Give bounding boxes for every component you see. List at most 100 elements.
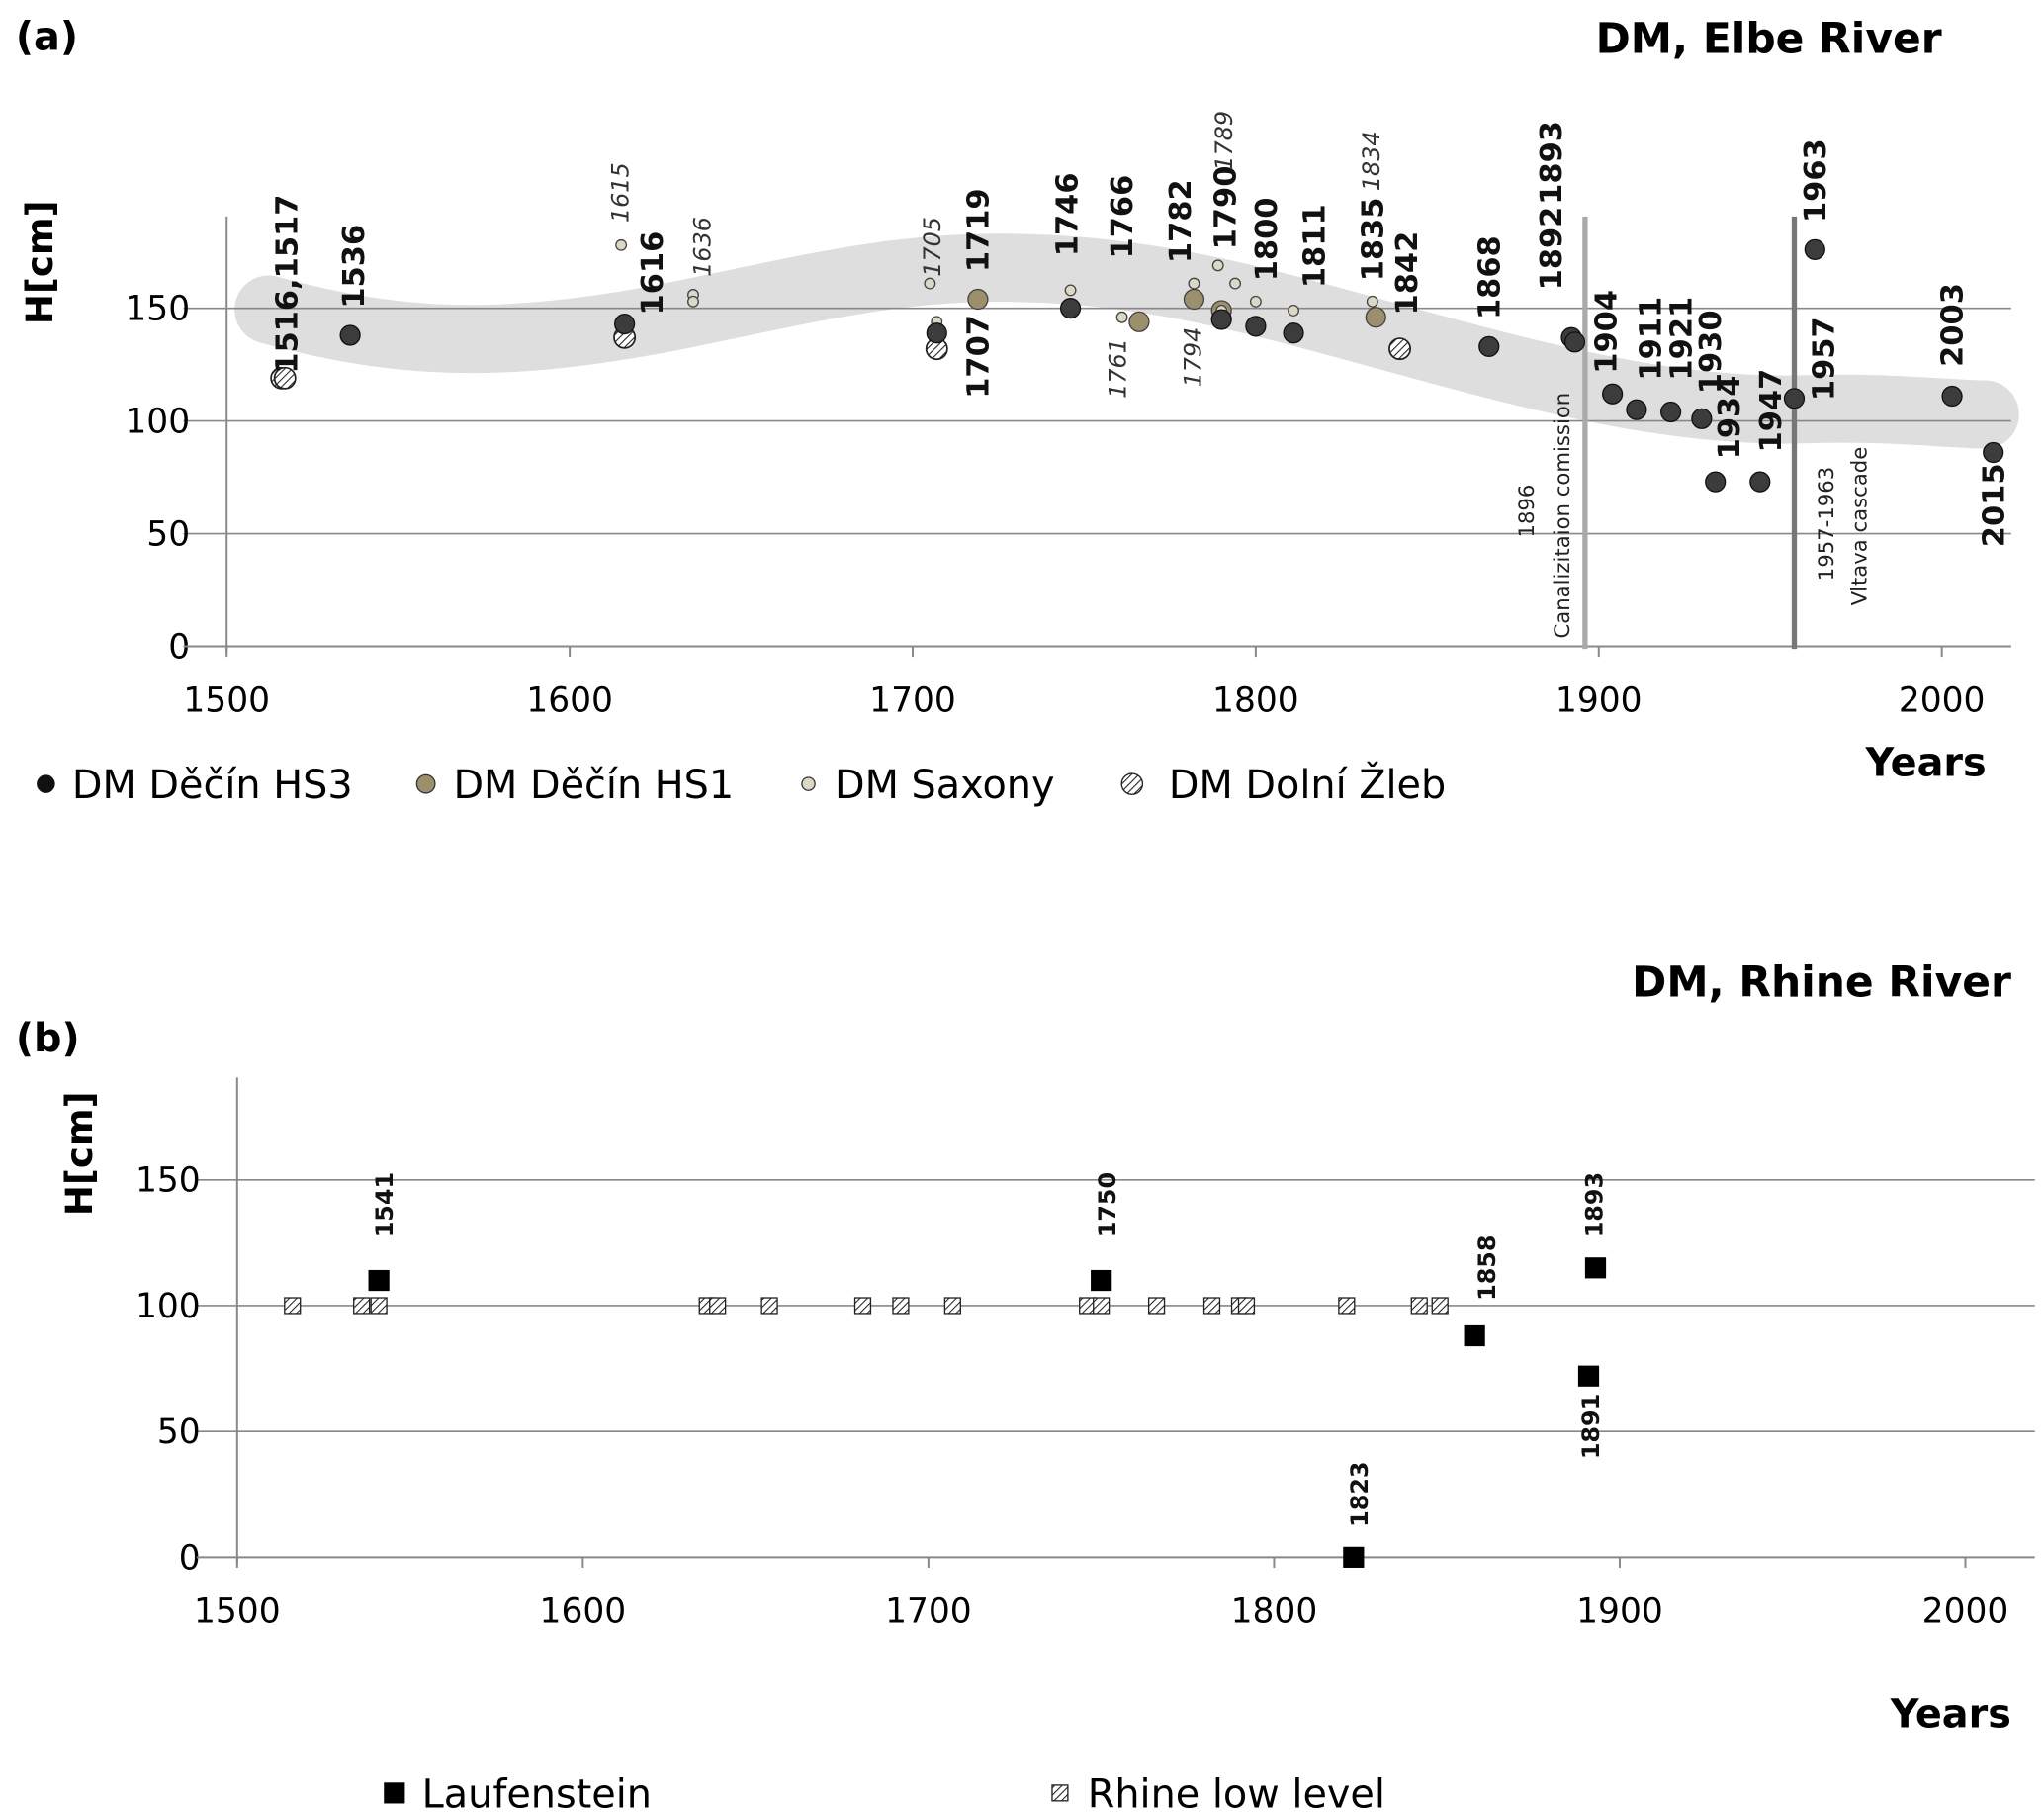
point-label: 1893 — [1535, 121, 1569, 205]
point-dm-d-n-hs3 — [1626, 399, 1647, 420]
x-tick-label: 1800 — [1212, 681, 1299, 721]
x-tick-label: 1600 — [540, 1592, 627, 1632]
legend-label-hs1: DM Děčín HS1 — [453, 763, 734, 808]
point-dm-d-n-hs3 — [339, 324, 361, 346]
point-label: 2003 — [1936, 283, 1971, 367]
point-dm-d-n-hs3 — [1059, 298, 1082, 319]
point-rhine-low-level — [760, 1297, 778, 1315]
point-label: 1761 — [1104, 338, 1131, 399]
point-dm-d-n-hs3 — [1983, 441, 2004, 464]
y-tick-label: 0 — [179, 1538, 201, 1578]
point-label: 1947 — [1754, 369, 1789, 453]
legend-marker-rhine-low — [1051, 1784, 1069, 1802]
point-dm-d-n-hs3 — [1804, 238, 1825, 260]
legend-marker-laufenstein — [384, 1782, 405, 1804]
point-label: 1891 — [1577, 1394, 1605, 1459]
y-tick-label: 100 — [125, 403, 190, 442]
point-dm-d-n-hs3 — [1478, 335, 1500, 357]
point-laufenstein — [368, 1269, 390, 1292]
point-dm-d-n-hs3 — [1705, 471, 1727, 493]
point-label: 1823 — [1346, 1461, 1374, 1526]
point-label: 1536 — [337, 225, 372, 309]
event-year: 1957-1963 — [1814, 467, 1838, 582]
point-dm-d-n-hs3 — [1210, 309, 1232, 330]
panel-a-label: (a) — [16, 15, 78, 60]
legend-label-laufenstein: Laufenstein — [422, 1772, 652, 1817]
point-label: 1516,1517 — [271, 195, 306, 374]
point-label: 1957 — [1808, 317, 1842, 401]
y-tick-label: 150 — [135, 1161, 201, 1201]
point-laufenstein — [1577, 1365, 1600, 1387]
point-label: 1911 — [1634, 297, 1668, 381]
point-label: 1893 — [1581, 1172, 1609, 1237]
point-dm-d-n-hs3 — [1783, 388, 1806, 409]
point-dm-saxony — [1115, 311, 1128, 323]
event-text: Canalizitaion comission — [1550, 393, 1574, 639]
point-rhine-low-level — [353, 1297, 371, 1315]
legend-marker-dolni-zleb — [1120, 772, 1144, 795]
point-laufenstein — [1091, 1269, 1112, 1292]
y-tick-label: 50 — [146, 514, 190, 554]
point-dm-d-n-hs3 — [1563, 331, 1586, 353]
point-dm-saxony — [1211, 259, 1224, 272]
point-dm-d-n-hs3 — [1602, 383, 1624, 405]
panel-b-plot: 0 50 100 150 1500 1600 1700 1800 1900 2000 1541 175… — [135, 1077, 2035, 1632]
y-tick-label: 0 — [168, 627, 190, 667]
panel-b-legend: Laufenstein Rhine low level — [384, 1772, 1385, 1817]
point-label: 1789 — [1210, 111, 1238, 171]
point-label: 1705 — [919, 217, 946, 277]
point-label: 1746 — [1051, 172, 1086, 256]
panel-a-xlabel: Years — [1865, 741, 1987, 786]
point-label: 1858 — [1473, 1235, 1501, 1301]
point-label: 1790 — [1208, 166, 1243, 250]
x-tick-label: 1900 — [1555, 681, 1643, 721]
point-label: 1963 — [1799, 138, 1833, 223]
point-dm-d-n-hs1 — [967, 288, 989, 311]
point-label: 1750 — [1094, 1172, 1121, 1237]
point-dm-d-n-hs3 — [1691, 408, 1713, 429]
x-tick-label: 1600 — [526, 681, 613, 721]
point-rhine-low-level — [709, 1297, 727, 1315]
x-tick-label: 1900 — [1576, 1592, 1663, 1632]
y-tick-label: 50 — [157, 1412, 201, 1452]
point-rhine-low-level — [1147, 1297, 1166, 1315]
point-dm-saxony — [1249, 295, 1262, 308]
y-tick-label: 100 — [135, 1287, 201, 1326]
point-rhine-low-level — [1431, 1297, 1449, 1315]
x-tick-label: 1700 — [869, 681, 956, 721]
point-dm-d-n-hs3 — [1749, 471, 1771, 493]
point-label: 1904 — [1589, 290, 1624, 374]
legend-label-rhine-low: Rhine low level — [1088, 1772, 1385, 1817]
y-tick-label: 150 — [125, 290, 190, 329]
panel-a-title: DM, Elbe River — [1596, 14, 1942, 62]
point-label: 1811 — [1297, 204, 1332, 288]
point-dm-saxony — [1366, 295, 1378, 308]
event-year: 1896 — [1514, 485, 1539, 538]
point-rhine-low-level — [1202, 1297, 1221, 1315]
point-label: 1892 — [1535, 207, 1569, 291]
point-laufenstein — [1464, 1324, 1485, 1347]
point-label: 1541 — [371, 1172, 399, 1237]
point-label: 1834 — [1358, 131, 1385, 191]
point-label: 1719 — [962, 188, 997, 272]
point-dm-d-n-hs3 — [614, 314, 636, 335]
legend-label-dolni-zleb: DM Dolní Žleb — [1169, 762, 1446, 808]
panel-b-label: (b) — [16, 1016, 80, 1061]
point-dm-saxony — [1064, 284, 1077, 297]
point-dm-d-n-hs3 — [1283, 322, 1304, 344]
legend-label-hs3: DM Děčín HS3 — [72, 763, 353, 808]
point-dm-saxony — [687, 295, 699, 308]
point-dm-saxony — [615, 238, 628, 251]
point-label: 1615 — [606, 162, 634, 223]
panel-a-legend: DM Děčín HS3 DM Děčín HS1 DM Saxony DM D… — [37, 762, 1446, 808]
point-dm-d-n-hs1 — [1128, 311, 1150, 332]
point-label: 1766 — [1106, 175, 1140, 259]
point-rhine-low-level — [1237, 1297, 1256, 1315]
point-label: 1934 — [1713, 376, 1747, 460]
point-dm-saxony — [924, 277, 936, 290]
point-label: 1868 — [1472, 235, 1507, 319]
point-rhine-low-level — [284, 1297, 302, 1315]
x-tick-label: 2000 — [1899, 681, 1986, 721]
point-label: 1616 — [636, 231, 670, 316]
point-label: 1800 — [1250, 197, 1285, 281]
